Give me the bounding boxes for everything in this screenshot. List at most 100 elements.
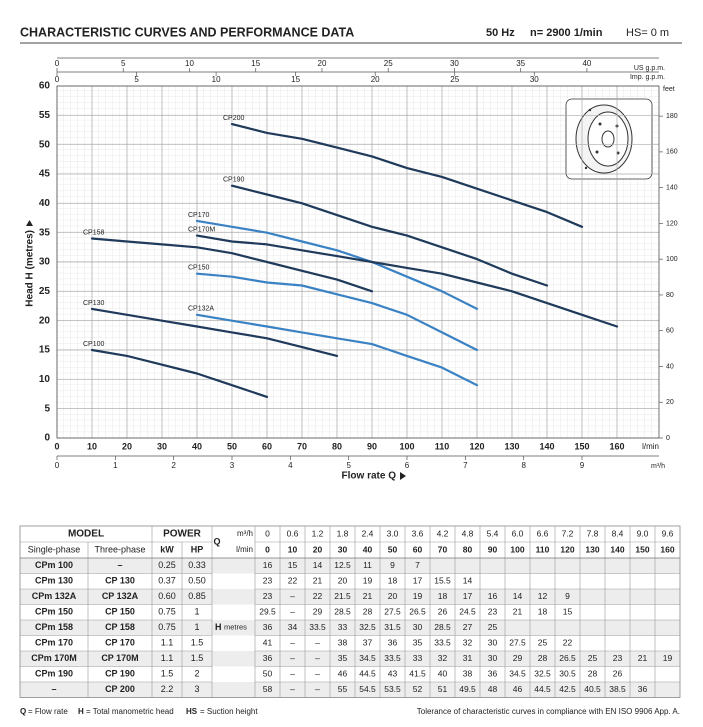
x-tick-label: 70 (297, 441, 307, 451)
table-text: 44.5 (534, 684, 551, 694)
curve-label: CP190 (223, 177, 245, 184)
table-text: 38 (338, 638, 348, 648)
row-shade (20, 558, 680, 574)
table-text: 58 (263, 684, 273, 694)
curve (195, 219, 479, 310)
bottom-tick-label: 4 (288, 461, 293, 470)
x-tick-label: 50 (227, 441, 237, 451)
x-tick-label: 40 (192, 441, 202, 451)
curve (230, 184, 549, 287)
curve-label: CP132A (188, 306, 214, 313)
table-text: – (315, 684, 320, 694)
table-text: 18 (538, 607, 548, 617)
curve (195, 234, 619, 328)
table-text: 17 (413, 576, 423, 586)
y2-tick-label: 0 (666, 435, 670, 442)
table-text: 21.5 (334, 591, 351, 601)
x-axis-title: Flow rate Q (342, 471, 397, 482)
x-tick-label: 160 (609, 441, 624, 451)
table-text: 26 (438, 607, 448, 617)
y2-tick-label: 180 (666, 113, 678, 120)
table-text: – (290, 638, 295, 648)
table-text: 32 (463, 638, 473, 648)
table-text: 70 (438, 544, 448, 554)
table-text: 8.4 (612, 528, 624, 538)
table-text: 2.2 (161, 684, 174, 694)
bottom-tick-label: 0 (55, 461, 60, 470)
table-text: 22 (288, 576, 298, 586)
table-text: 25 (538, 638, 548, 648)
table-text: 32.5 (359, 622, 376, 632)
table-text: CP 132A (102, 591, 139, 601)
x-tick-label: 20 (122, 441, 132, 451)
top-tick-label: 0 (55, 75, 60, 84)
table-text: 23 (488, 607, 498, 617)
table-text: 18 (388, 576, 398, 586)
y-tick-label: 15 (39, 345, 51, 356)
table-text: m³/h (237, 529, 253, 538)
top-axis-title: Imp. g.p.m. (630, 74, 665, 81)
speed: n= 2900 1/min (530, 27, 603, 39)
table-text: 54.5 (359, 684, 376, 694)
y-tick-label: 30 (39, 257, 51, 268)
curve (90, 348, 269, 398)
curve (195, 272, 479, 352)
table-text: 49.5 (459, 684, 476, 694)
table-text: 36 (638, 684, 648, 694)
x-tick-label: 130 (504, 441, 519, 451)
y-tick-label: 40 (39, 198, 51, 209)
table-text: kW (160, 544, 174, 554)
bottom-tick-label: 5 (346, 461, 351, 470)
curve (90, 307, 339, 357)
x-arrow (400, 472, 406, 480)
table-text: 22 (313, 591, 323, 601)
table-text: 52 (413, 684, 423, 694)
table-text: 31 (463, 653, 473, 663)
table-text: – (315, 638, 320, 648)
curve-label: CP170M (188, 226, 215, 233)
curve-label: CP158 (83, 229, 105, 236)
bottom-tick-label: 3 (230, 461, 235, 470)
table-text: 40 (363, 544, 373, 554)
row-shade (20, 620, 680, 636)
table-text: 22 (563, 638, 573, 648)
table-text: 40 (438, 669, 448, 679)
table-text: 20 (338, 576, 348, 586)
table-text: 27.5 (509, 638, 526, 648)
top-tick-label: 5 (121, 59, 126, 68)
y-tick-label: 50 (39, 139, 51, 150)
bottom-tick-label: 2 (171, 461, 176, 470)
table-text: 44.5 (359, 669, 376, 679)
table-text: 4.2 (437, 528, 449, 538)
table-text: 32.5 (534, 669, 551, 679)
table-text: 3 (194, 684, 199, 694)
table-text: 0 (265, 544, 270, 554)
table-text: 55 (338, 684, 348, 694)
top-tick-label: 30 (530, 75, 539, 84)
x-unit: l/min (642, 442, 659, 451)
y-tick-label: 60 (39, 81, 51, 92)
curve-label: CP100 (83, 341, 105, 348)
table-text: 21 (313, 576, 323, 586)
table-text: POWER (163, 529, 202, 540)
table-text: 38 (463, 669, 473, 679)
table-text: metres (224, 623, 247, 632)
table-text: 38.5 (609, 684, 626, 694)
table-text: 3.6 (412, 528, 424, 538)
table-text: CPm 150 (35, 607, 73, 617)
table-text: 36 (488, 669, 498, 679)
table-text: 0 (265, 528, 270, 538)
table-text: CP 170 (105, 638, 135, 648)
table-text: MODEL (68, 529, 104, 540)
table-text: 50 (263, 669, 273, 679)
table-text: 17 (463, 591, 473, 601)
table-text: 23 (613, 653, 623, 663)
x-tick-label: 0 (54, 441, 59, 451)
table-text: 19 (663, 653, 673, 663)
table-text: 24.5 (459, 607, 476, 617)
table-text: 2.4 (362, 528, 374, 538)
table-text: 34.5 (509, 669, 526, 679)
plot-frame (56, 85, 660, 439)
top-tick-label: 40 (582, 59, 591, 68)
table-text: 0.75 (158, 622, 176, 632)
